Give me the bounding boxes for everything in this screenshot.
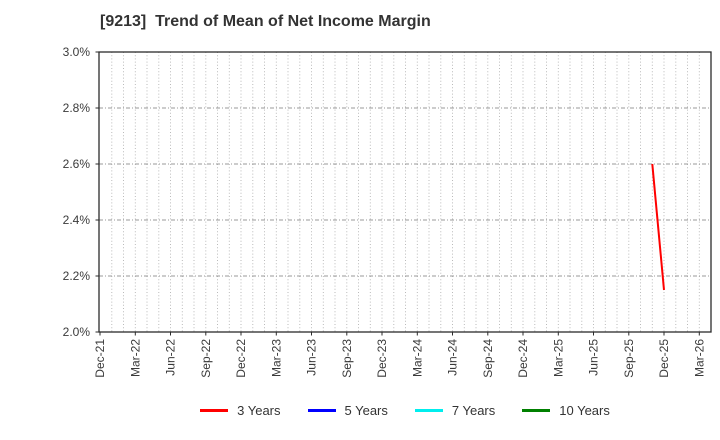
legend-label: 7 Years [451, 403, 496, 418]
x-tick-label: Mar-24 [410, 339, 424, 377]
x-tick-label: Jun-24 [446, 339, 460, 376]
legend-item-5-years: 5 Years [307, 403, 388, 418]
y-tick-label: 3.0% [63, 45, 91, 59]
x-tick-label: Dec-25 [657, 339, 671, 378]
legend-line-swatch-red [200, 409, 229, 412]
legend: 3 Years 5 Years 7 Years 10 Years [99, 403, 711, 418]
legend-item-7-years: 7 Years [414, 403, 496, 418]
legend-line-swatch-blue [307, 409, 336, 412]
x-tick-label: Jun-22 [164, 339, 178, 376]
y-tick-label: 2.2% [63, 269, 91, 283]
legend-label: 10 Years [559, 403, 610, 418]
y-tick-label: 2.4% [63, 213, 91, 227]
y-tick-label: 2.8% [63, 101, 91, 115]
legend-label: 3 Years [237, 403, 281, 418]
x-tick-label: Dec-23 [375, 339, 389, 378]
x-tick-label: Mar-23 [269, 339, 283, 377]
legend-label: 5 Years [344, 403, 388, 418]
x-tick-label: Jun-23 [305, 339, 319, 376]
legend-line-swatch-green [522, 409, 551, 412]
x-tick-label: Dec-24 [516, 339, 530, 378]
series-line-3-years [651, 163, 665, 291]
x-tick-label: Sep-23 [340, 339, 354, 378]
x-tick-label: Dec-22 [234, 339, 248, 378]
legend-item-3-years: 3 Years [200, 403, 281, 418]
x-tick-label: Mar-25 [551, 339, 565, 377]
legend-line-swatch-cyan [414, 409, 443, 412]
x-tick-label: Sep-22 [199, 339, 213, 378]
legend-item-10-years: 10 Years [522, 403, 610, 418]
y-tick-label: 2.0% [63, 325, 91, 339]
x-tick-label: Jun-25 [587, 339, 601, 376]
x-tick-label: Sep-24 [481, 339, 495, 378]
x-tick-label: Mar-26 [692, 339, 706, 377]
x-tick-label: Mar-22 [128, 339, 142, 377]
y-tick-label: 2.6% [63, 157, 91, 171]
x-tick-label: Dec-21 [93, 339, 107, 378]
chart-title: [9213] Trend of Mean of Net Income Margi… [100, 13, 431, 30]
plot-frame [98, 51, 712, 333]
x-tick-label: Sep-25 [622, 339, 636, 378]
